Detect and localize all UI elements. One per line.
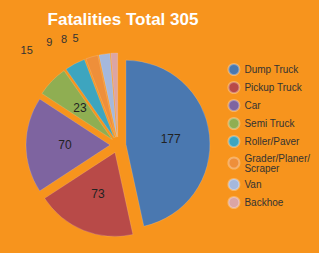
svg-text:Dump Truck: Dump Truck	[244, 64, 299, 75]
svg-text:Backhoe: Backhoe	[244, 197, 283, 208]
svg-text:9: 9	[46, 36, 52, 48]
svg-text:Scraper: Scraper	[244, 163, 280, 174]
svg-text:177: 177	[161, 132, 181, 146]
svg-text:Van: Van	[244, 179, 261, 190]
svg-text:73: 73	[91, 187, 105, 201]
svg-text:Pickup Truck: Pickup Truck	[244, 82, 302, 93]
svg-text:Fatalities Total 305: Fatalities Total 305	[48, 10, 199, 29]
svg-text:5: 5	[72, 32, 78, 44]
svg-text:15: 15	[21, 44, 33, 56]
svg-text:23: 23	[73, 101, 87, 115]
svg-text:8: 8	[61, 33, 67, 45]
svg-text:Car: Car	[244, 100, 261, 111]
svg-text:Grader/Planer/: Grader/Planer/	[244, 152, 310, 164]
svg-text:Semi Truck: Semi Truck	[244, 118, 295, 129]
svg-text:70: 70	[58, 138, 72, 152]
svg-text:Roller/Paver: Roller/Paver	[244, 136, 300, 147]
